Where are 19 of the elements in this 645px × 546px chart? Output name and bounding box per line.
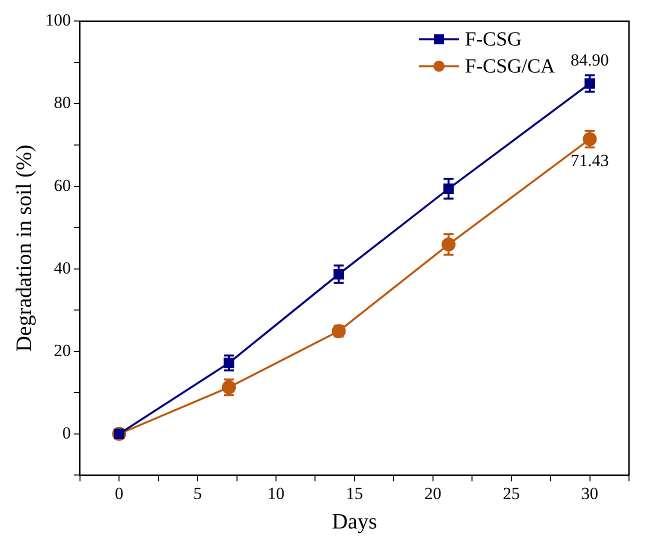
x-tick-label: 10 — [268, 484, 285, 503]
x-tick-label: 25 — [502, 484, 520, 503]
x-tick-label: 15 — [346, 484, 363, 503]
y-axis-title: Degradation in soil (%) — [10, 144, 36, 352]
annotation: 71.43 — [570, 151, 609, 170]
y-tick-label: 20 — [54, 340, 71, 360]
legend-label: F-CSG — [464, 28, 522, 50]
x-tick-label: 30 — [581, 484, 598, 503]
x-tick-label: 0 — [114, 484, 124, 503]
x-axis-title: Days — [332, 508, 378, 534]
x-tick-label: 5 — [193, 484, 202, 503]
y-tick-label: 0 — [62, 423, 71, 442]
x-tick-label: 20 — [424, 484, 442, 503]
y-tick-label: 40 — [54, 258, 71, 278]
annotation: 84.90 — [570, 50, 609, 70]
y-tick-label: 60 — [54, 176, 71, 195]
legend-label: F-CSG/CA — [464, 55, 556, 78]
y-tick-label: 100 — [45, 10, 71, 30]
y-tick-label: 80 — [54, 93, 71, 112]
